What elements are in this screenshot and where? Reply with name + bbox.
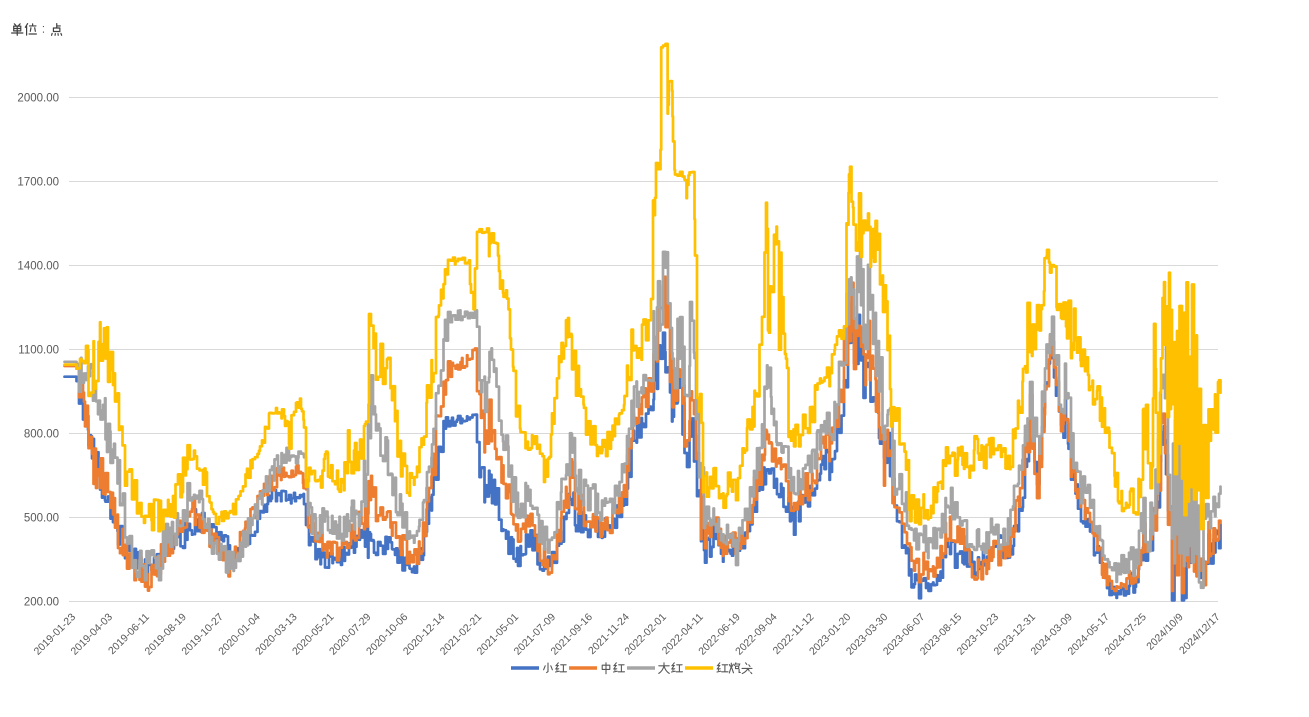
svg-text:200.00: 200.00 xyxy=(24,596,59,608)
svg-text:500.00: 500.00 xyxy=(24,512,59,524)
svg-text:1700.00: 1700.00 xyxy=(17,176,59,188)
svg-text:1100.00: 1100.00 xyxy=(18,344,59,356)
svg-text:2000.00: 2000.00 xyxy=(17,92,59,104)
svg-text:800.00: 800.00 xyxy=(24,428,59,440)
svg-text:1400.00: 1400.00 xyxy=(17,260,59,272)
